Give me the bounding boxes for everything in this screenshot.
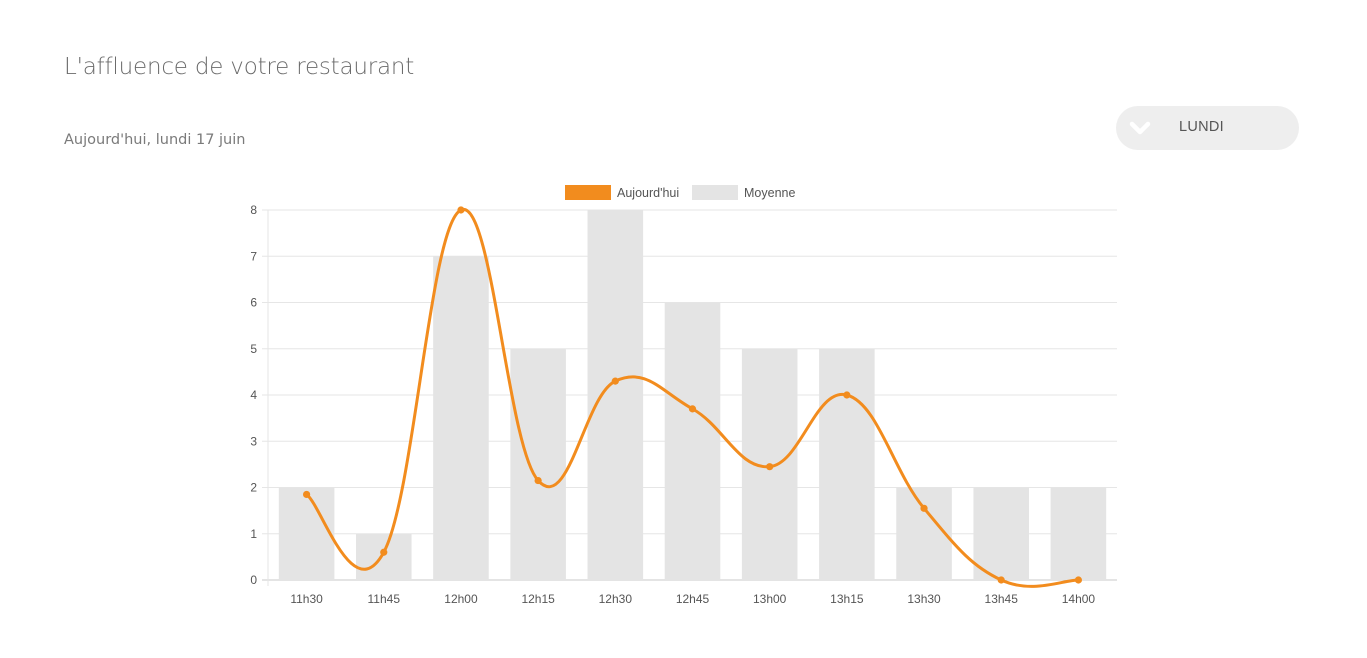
bar-moyenne (587, 210, 644, 580)
day-select-dropdown[interactable]: LUNDI (1116, 106, 1299, 150)
x-tick-label: 13h15 (830, 592, 864, 606)
y-tick-label: 8 (250, 203, 257, 217)
y-tick-label: 7 (250, 249, 257, 263)
y-tick-label: 3 (250, 434, 257, 448)
point-aujourdhui (843, 391, 851, 399)
point-aujourdhui (920, 504, 928, 512)
y-tick-label: 0 (250, 573, 257, 587)
y-tick-label: 2 (250, 481, 257, 495)
y-tick-label: 1 (250, 527, 257, 541)
chevron-down-icon (1129, 121, 1151, 135)
x-tick-label: 13h45 (985, 592, 1019, 606)
legend-swatch-aujourdhui (565, 185, 611, 200)
x-tick-label: 12h15 (521, 592, 555, 606)
x-tick-label: 12h00 (444, 592, 478, 606)
bar-moyenne (510, 348, 566, 580)
bar-moyenne (1050, 487, 1107, 580)
bar-moyenne (355, 533, 412, 580)
bar-moyenne (278, 487, 335, 580)
bar-moyenne (664, 302, 721, 580)
day-select-value: LUNDI (1179, 119, 1225, 135)
page-title: L'affluence de votre restaurant (64, 54, 415, 80)
bar-moyenne (973, 487, 1030, 580)
point-aujourdhui (688, 405, 697, 413)
y-tick-label: 5 (250, 342, 257, 356)
y-tick-label: 6 (250, 296, 257, 310)
date-subtitle: Aujourd'hui, lundi 17 juin (64, 132, 246, 148)
point-aujourdhui (380, 548, 388, 556)
legend-swatch-moyenne (692, 185, 738, 200)
point-aujourdhui (302, 490, 311, 499)
point-aujourdhui (997, 576, 1005, 584)
bar-moyenne (819, 348, 875, 580)
point-aujourdhui (534, 476, 542, 485)
point-aujourdhui (766, 463, 774, 471)
x-tick-label: 12h30 (599, 592, 633, 606)
legend-label-aujourdhui: Aujourd'hui (617, 186, 679, 200)
point-aujourdhui (1074, 576, 1083, 584)
bar-moyenne (896, 487, 952, 580)
x-tick-label: 11h45 (368, 592, 401, 606)
x-tick-label: 12h45 (676, 592, 710, 606)
bar-moyenne (433, 256, 489, 580)
y-tick-label: 4 (250, 388, 257, 402)
x-tick-label: 14h00 (1062, 592, 1096, 606)
x-tick-label: 13h30 (907, 592, 941, 606)
x-tick-label: 11h30 (290, 592, 323, 606)
point-aujourdhui (457, 206, 465, 214)
x-tick-label: 13h00 (753, 592, 787, 606)
point-aujourdhui (611, 377, 619, 385)
legend-label-moyenne: Moyenne (744, 186, 795, 200)
chart-legend: Aujourd'hui Moyenne (565, 185, 795, 200)
